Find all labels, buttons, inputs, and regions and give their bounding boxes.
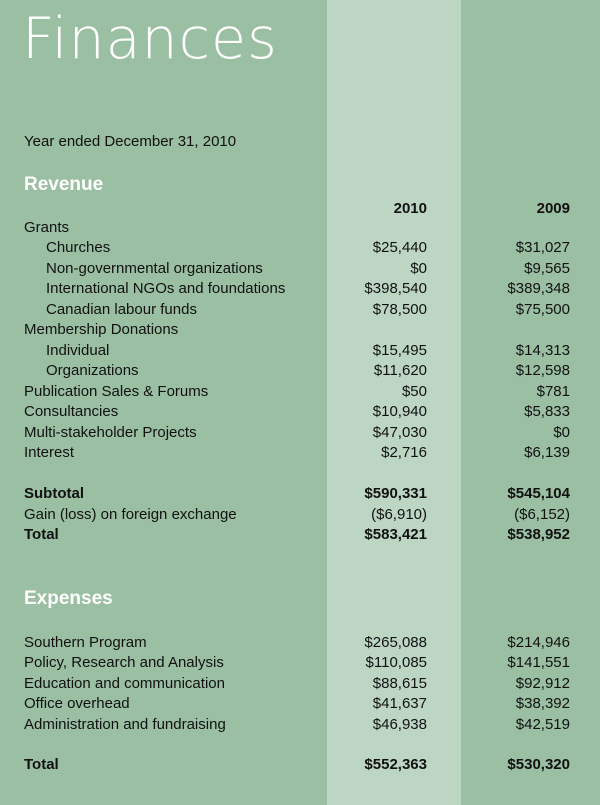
row-label: Total — [24, 526, 59, 543]
value-2010: $11,620 — [373, 362, 427, 380]
value-2009: $9,565 — [524, 259, 570, 277]
table-row: International NGOs and foundations $398,5… — [0, 279, 600, 299]
value-2009: $538,952 — [507, 526, 570, 543]
value-2009: $389,348 — [507, 280, 570, 298]
value-2010: $50 — [401, 382, 427, 400]
table-row: Churches $25,440 $31,027 — [0, 238, 600, 258]
row-label: Membership Donations — [24, 321, 179, 339]
row-label: Education and communication — [24, 674, 225, 692]
value-2009: $12,598 — [515, 362, 570, 380]
row-label: Office overhead — [24, 695, 130, 713]
table-row: Membership Donations — [0, 320, 600, 340]
value-2010: $583,421 — [364, 526, 427, 543]
row-label: Subtotal — [24, 485, 84, 502]
row-label: Total — [24, 756, 59, 773]
row-label: Gain (loss) on foreign exchange — [24, 506, 237, 523]
row-label: International NGOs and foundations — [46, 280, 286, 298]
value-2009: ($6,152) — [514, 506, 570, 523]
table-row: Organizations $11,620 $12,598 — [0, 361, 600, 381]
row-label: Consultancies — [24, 403, 119, 421]
table-row: Policy, Research and Analysis $110,085 $14… — [0, 653, 600, 673]
value-2010: ($6,910) — [371, 506, 427, 523]
table-row: Non-governmental organizations $0 $9,565 — [0, 259, 600, 279]
table-row: Southern Program $265,088 $214,946 — [0, 633, 600, 653]
table-row: Administration and fundraising $46,938 $42… — [0, 715, 600, 735]
value-2009: $214,946 — [507, 634, 570, 651]
value-2010: $78,500 — [372, 300, 427, 318]
value-2010: $552,363 — [364, 756, 427, 773]
value-2009: $141,551 — [507, 654, 570, 672]
value-2010: $398,540 — [364, 280, 427, 298]
value-2010: $41,637 — [372, 695, 427, 713]
value-2010: $265,088 — [364, 634, 427, 651]
row-label: Non-governmental organizations — [46, 259, 263, 277]
value-2009: $781 — [536, 382, 570, 400]
row-label: Canadian labour funds — [46, 300, 197, 318]
row-label: Policy, Research and Analysis — [24, 654, 224, 672]
value-2010: $110,085 — [365, 654, 427, 672]
value-2010: $10,940 — [372, 403, 427, 421]
value-2009: $92,912 — [515, 674, 570, 692]
subtitle: Year ended December 31, 2010 — [24, 133, 237, 150]
page-title: Finances — [22, 6, 278, 72]
table-row: Office overhead $41,637 $38,392 — [0, 694, 600, 714]
revenue-heading: Revenue — [24, 174, 104, 195]
value-2010: $46,938 — [372, 715, 427, 733]
value-2010: $25,440 — [372, 239, 427, 257]
table-row: Canadian labour funds $78,500 $75,500 — [0, 300, 600, 320]
value-2009: $42,519 — [515, 715, 570, 733]
value-2009: $14,313 — [515, 341, 570, 359]
row-label: Interest — [24, 443, 75, 461]
value-2010: $88,615 — [372, 674, 427, 692]
column-header-2010: 2010 — [393, 200, 427, 217]
table-row: Interest $2,716 $6,139 — [0, 443, 600, 463]
expenses-heading: Expenses — [24, 588, 113, 609]
row-label: Administration and fundraising — [24, 715, 226, 733]
value-2009: $38,392 — [515, 695, 570, 713]
expenses-total-row: Total $552,363 $530,320 — [0, 755, 600, 775]
table-row: Education and communication $88,615 $92,91… — [0, 674, 600, 694]
value-2009: $75,500 — [515, 300, 570, 318]
value-2010: $0 — [410, 259, 427, 277]
row-label: Multi-stakeholder Projects — [24, 423, 197, 441]
row-label: Churches — [46, 239, 111, 257]
table-row: Publication Sales & Forums $50 $781 — [0, 382, 600, 402]
value-2009: $31,027 — [515, 239, 570, 257]
highlight-column-2010 — [327, 0, 461, 805]
value-2010: $590,331 — [364, 485, 427, 502]
row-label: Publication Sales & Forums — [24, 382, 209, 400]
row-label: Organizations — [46, 362, 139, 380]
revenue-total-row: Total $583,421 $538,952 — [0, 525, 600, 545]
value-2010: $47,030 — [372, 423, 427, 441]
value-2009: $530,320 — [507, 756, 570, 773]
table-row: Grants — [0, 218, 600, 238]
value-2010: $2,716 — [381, 443, 427, 461]
value-2009: $6,139 — [524, 443, 570, 461]
column-header-row: 2010 2009 — [0, 199, 600, 219]
value-2009: $545,104 — [507, 485, 570, 502]
row-label: Individual — [46, 341, 110, 359]
column-header-2009: 2009 — [536, 200, 570, 217]
value-2009: $5,833 — [524, 403, 570, 421]
value-2010: $15,495 — [372, 341, 427, 359]
table-row: Individual $15,495 $14,313 — [0, 341, 600, 361]
subtotal-row: Subtotal $590,331 $545,104 — [0, 484, 600, 504]
foreign-exchange-row: Gain (loss) on foreign exchange ($6,910) (… — [0, 505, 600, 525]
table-row: Multi-stakeholder Projects $47,030 $0 — [0, 423, 600, 443]
row-label: Southern Program — [24, 634, 147, 651]
row-label: Grants — [24, 219, 70, 236]
table-row: Consultancies $10,940 $5,833 — [0, 402, 600, 422]
value-2009: $0 — [553, 423, 570, 441]
